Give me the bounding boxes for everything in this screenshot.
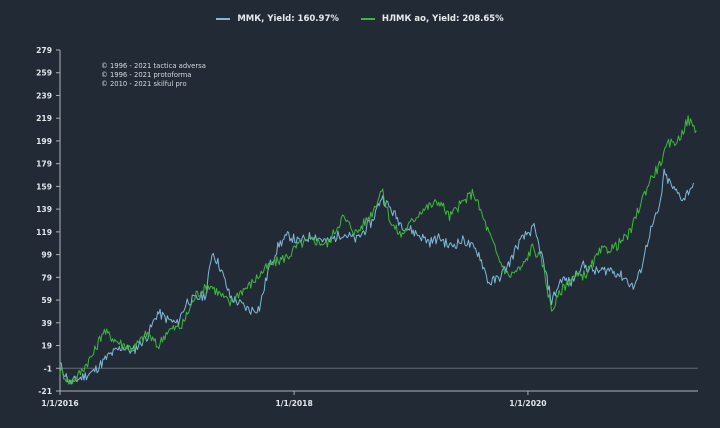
series-line-mmk [59, 168, 694, 385]
x-tick-label: 1/1/2020 [509, 399, 546, 408]
y-tick-label: 259 [36, 69, 52, 78]
legend-swatch-nlmk [360, 18, 375, 20]
x-axis-ticks: 1/1/2016 1/1/2018 1/1/2020 [41, 391, 547, 408]
legend-label-mmk: ММК, Yield: 160.97% [237, 14, 339, 24]
y-tick-label: 179 [36, 160, 52, 169]
x-tick-label: 1/1/2018 [276, 399, 313, 408]
y-tick-label: -21 [38, 387, 52, 396]
y-tick-label: 219 [36, 114, 52, 123]
legend-swatch-mmk [216, 18, 231, 20]
legend-label-nlmk: НЛМК ао, Yield: 208.65% [381, 14, 504, 24]
y-tick-label: 139 [36, 205, 52, 214]
y-tick-label: 99 [41, 251, 52, 260]
legend: ММК, Yield: 160.97% НЛМК ао, Yield: 208.… [0, 14, 720, 24]
x-tick-label: 1/1/2016 [41, 399, 78, 408]
y-tick-label: 199 [36, 137, 52, 146]
copyright-notice: © 1996 - 2021 tactica adversa © 1996 - 2… [101, 62, 206, 89]
y-tick-label: 79 [41, 273, 52, 282]
y-tick-label: 59 [41, 296, 52, 305]
copyright-line: © 1996 - 2021 protoforma [101, 71, 192, 79]
y-axis-ticks: 279 259 239 219 199 179 159 139 119 99 79 59 39 19 -1 -… [36, 46, 60, 396]
y-tick-label: 239 [36, 91, 52, 100]
y-tick-label: -1 [44, 364, 52, 373]
copyright-line: © 2010 - 2021 skilful pro [101, 80, 187, 88]
legend-item-mmk[interactable]: ММК, Yield: 160.97% [216, 14, 339, 24]
y-tick-label: 279 [36, 46, 52, 55]
y-tick-label: 119 [36, 228, 52, 237]
legend-item-nlmk[interactable]: НЛМК ао, Yield: 208.65% [360, 14, 504, 24]
copyright-line: © 1996 - 2021 tactica adversa [101, 62, 206, 70]
y-tick-label: 39 [41, 319, 52, 328]
series-layer [59, 115, 697, 385]
y-tick-label: 19 [41, 342, 52, 351]
y-tick-label: 159 [36, 182, 52, 191]
series-line-nlmk [59, 115, 697, 385]
